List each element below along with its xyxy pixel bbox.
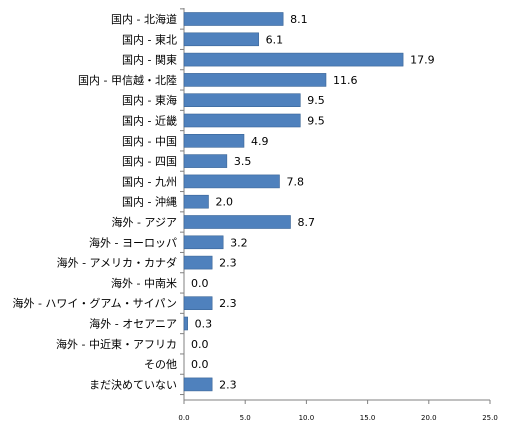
data-label: 0.0 (191, 358, 209, 371)
data-label: 9.5 (307, 115, 325, 128)
data-label: 8.1 (290, 13, 308, 26)
bar (183, 296, 213, 311)
category-label: 国内 - 近畿 (122, 114, 177, 128)
category-label: 海外 - アメリカ・カナダ (57, 256, 177, 270)
bar (183, 316, 188, 331)
data-label: 2.3 (219, 378, 237, 391)
data-label: 7.8 (286, 175, 304, 188)
category-label: 海外 - オセアニア (89, 317, 177, 331)
data-label: 11.6 (333, 74, 358, 87)
category-label: 国内 - 中国 (122, 134, 177, 148)
bar (183, 215, 291, 229)
data-label: 9.5 (307, 94, 325, 107)
category-label: 海外 - ヨーロッパ (89, 235, 177, 249)
x-tick-label: 20.0 (421, 414, 437, 422)
bar (183, 154, 228, 168)
x-tick-label: 10.0 (299, 414, 315, 422)
bar (183, 174, 280, 189)
data-label: 2.0 (215, 196, 233, 209)
data-label: 0.0 (191, 277, 209, 290)
bar (183, 255, 213, 270)
bar (183, 93, 301, 107)
data-label: 8.7 (297, 216, 315, 229)
bar (183, 134, 245, 148)
category-label: 国内 - 沖縄 (122, 195, 177, 209)
data-label: 4.9 (251, 135, 269, 148)
bar (183, 52, 404, 67)
category-label: 海外 - ハワイ・グアム・サイパン (12, 296, 177, 310)
category-label: 国内 - 北海道 (111, 12, 177, 26)
bar (183, 73, 327, 87)
bar (183, 113, 301, 128)
category-label: その他 (144, 358, 177, 371)
category-label: まだ決めていない (89, 378, 177, 391)
bar (183, 377, 213, 392)
data-label: 6.1 (266, 33, 284, 46)
category-label: 国内 - 東北 (122, 32, 177, 46)
category-label: 海外 - 中近東・アフリカ (56, 337, 177, 351)
x-tick-label: 25.0 (482, 414, 498, 422)
plot-area: 0.0 5.0 10.0 15.0 20.0 25.0 国内 - 北海道 8.1 国内 - 東北… (12, 8, 498, 422)
bar (183, 12, 284, 26)
category-label: 国内 - 関東 (122, 53, 177, 67)
x-tick-label: 15.0 (360, 414, 376, 422)
data-label: 3.2 (230, 236, 248, 249)
x-tick-label: 0.0 (178, 414, 189, 422)
category-label: 海外 - 中南米 (111, 276, 177, 290)
data-label: 3.5 (234, 155, 252, 168)
category-label: 国内 - 四国 (122, 154, 177, 168)
category-label: 国内 - 東海 (122, 93, 177, 107)
bar (183, 194, 209, 209)
data-label: 2.3 (219, 297, 237, 310)
category-label: 国内 - 九州 (122, 174, 177, 188)
data-label: 0.3 (195, 318, 213, 331)
bar (183, 235, 224, 250)
category-label: 海外 - アジア (111, 215, 177, 229)
data-label: 2.3 (219, 257, 237, 270)
bar (183, 32, 259, 47)
data-label: 17.9 (410, 54, 435, 67)
category-label: 国内 - 甲信越・北陸 (78, 73, 177, 87)
x-tick-label: 5.0 (240, 414, 251, 422)
data-label: 0.0 (191, 338, 209, 351)
